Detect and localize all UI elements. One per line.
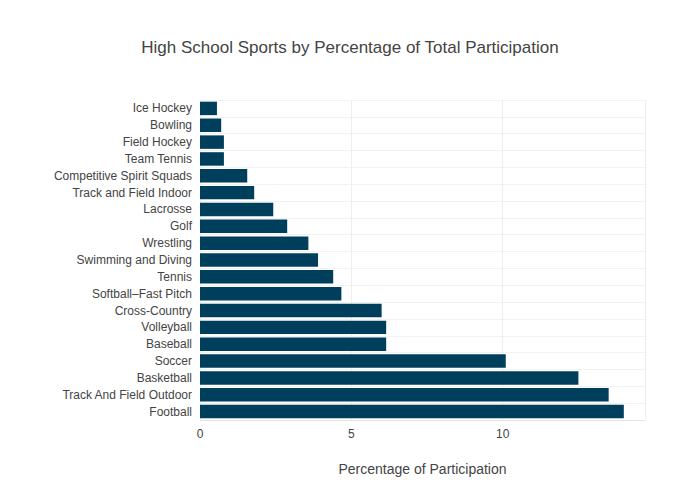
svg-text:Baseball: Baseball — [146, 337, 192, 351]
svg-text:Competitive Spirit Squads: Competitive Spirit Squads — [54, 169, 192, 183]
svg-text:High School Sports by Percenta: High School Sports by Percentage of Tota… — [141, 38, 558, 57]
svg-text:Football: Football — [149, 405, 192, 419]
svg-text:Field Hockey: Field Hockey — [123, 135, 192, 149]
svg-text:0: 0 — [197, 427, 204, 441]
svg-text:Ice Hockey: Ice Hockey — [133, 101, 192, 115]
svg-text:Soccer: Soccer — [155, 354, 192, 368]
svg-text:Tennis: Tennis — [157, 270, 192, 284]
svg-text:Wrestling: Wrestling — [142, 236, 192, 250]
svg-text:Lacrosse: Lacrosse — [143, 202, 192, 216]
svg-text:Softball–Fast Pitch: Softball–Fast Pitch — [92, 287, 192, 301]
svg-text:Track And Field Outdoor: Track And Field Outdoor — [62, 388, 192, 402]
svg-text:Volleyball: Volleyball — [141, 320, 192, 334]
svg-text:Track and Field Indoor: Track and Field Indoor — [72, 186, 192, 200]
svg-text:Cross-Country: Cross-Country — [115, 304, 192, 318]
svg-text:Golf: Golf — [170, 219, 193, 233]
svg-text:Swimming and Diving: Swimming and Diving — [77, 253, 192, 267]
svg-text:Percentage of Participation: Percentage of Participation — [338, 461, 506, 477]
svg-text:Bowling: Bowling — [150, 118, 192, 132]
svg-text:5: 5 — [348, 427, 355, 441]
svg-text:Basketball: Basketball — [137, 371, 192, 385]
svg-text:Team Tennis: Team Tennis — [125, 152, 192, 166]
svg-text:10: 10 — [496, 427, 510, 441]
